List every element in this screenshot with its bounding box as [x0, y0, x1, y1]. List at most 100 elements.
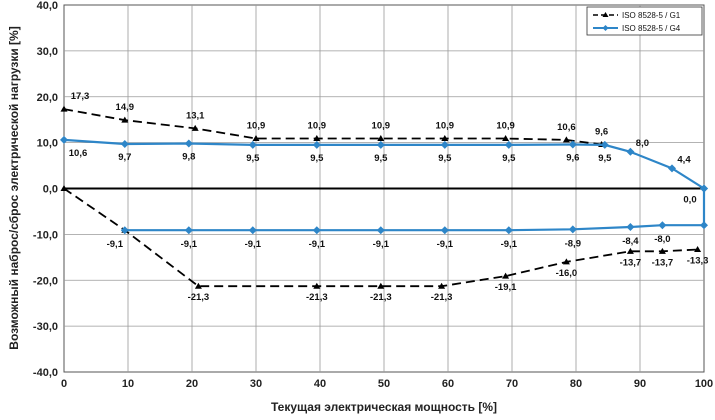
g4-point [184, 226, 193, 235]
g4-data-label: -9,1 [107, 239, 124, 250]
g1-data-label: 10,9 [372, 120, 391, 131]
grid [64, 5, 704, 372]
x-tick-label: 30 [250, 378, 262, 390]
x-tick-label: 90 [634, 378, 646, 390]
g1-data-label: -21,3 [188, 292, 210, 303]
g4-point [700, 184, 708, 193]
g1-point [194, 282, 202, 289]
g4-data-label: -9,1 [245, 239, 262, 250]
g1-point [191, 124, 199, 131]
g1-point [562, 136, 570, 143]
g1-point [694, 246, 702, 253]
g4-point [440, 140, 449, 149]
g1-point [626, 247, 634, 254]
y-tick-label: -40,0 [33, 367, 58, 379]
tick-labels: 0 10 20 30 40 50 60 70 80 90 100 40,0 30,0 20,0 10,0 0,… [33, 0, 713, 390]
y-tick-label: 30,0 [37, 46, 58, 58]
g1-point [502, 134, 510, 141]
g4-data-label: 10,6 [69, 148, 88, 159]
g4-data-label: -9,1 [373, 239, 390, 250]
data-labels: 17,3 14,9 13,1 10,9 10,9 10,9 10,9 10,9 10,6 9,6 -… [69, 91, 709, 303]
g1-data-label: 13,1 [186, 110, 205, 121]
g1-point [441, 134, 449, 141]
g1-data-label: -21,3 [431, 292, 453, 303]
series-layer [60, 105, 708, 289]
g1-point [562, 258, 570, 265]
x-tick-label: 80 [570, 378, 582, 390]
g4-point [312, 140, 321, 149]
g1-data-label: -19,1 [495, 282, 517, 293]
g4-point [626, 223, 635, 232]
g1-point [438, 282, 446, 289]
legend-marker-g4 [602, 25, 609, 31]
g4-point [440, 226, 449, 235]
y-tick-label: -20,0 [33, 275, 58, 287]
g1-point [313, 282, 321, 289]
g1-data-label: 9,6 [595, 126, 608, 137]
g1-point [313, 134, 321, 141]
g4-point [568, 225, 577, 234]
g4-point [626, 147, 635, 156]
g4-data-label: -9,1 [437, 239, 454, 250]
g1-point [658, 247, 666, 254]
g4-point [120, 140, 129, 149]
g4-data-label: 9,7 [118, 152, 131, 163]
g4-point [120, 226, 129, 235]
g1-data-label: 10,9 [496, 120, 515, 131]
x-tick-label: 50 [378, 378, 390, 390]
g1-data-label: 10,9 [247, 120, 266, 131]
legend-label-g1: ISO 8528-5 / G1 [622, 11, 681, 20]
g1-data-label: -13,7 [620, 257, 642, 268]
g4-point [504, 140, 513, 149]
g1-data-label: 10,9 [308, 120, 327, 131]
g4-point [248, 226, 257, 235]
g1-data-label: -21,3 [306, 292, 328, 303]
g1-upper-line [63, 108, 602, 146]
g1-point [502, 272, 510, 279]
g4-point [600, 140, 609, 149]
g1-data-label: -13,7 [652, 257, 674, 268]
g4-point [248, 140, 257, 149]
g1-data-label: 10,9 [436, 120, 455, 131]
legend-box [586, 6, 703, 36]
g4-data-label: 9,5 [502, 153, 516, 164]
y-tick-label: 0,0 [43, 184, 58, 196]
g4-data-label: 9,5 [374, 153, 388, 164]
g1-data-label: -21,3 [370, 292, 392, 303]
g4-point [658, 221, 667, 230]
g1-data-label: 10,6 [557, 122, 576, 133]
g4-point [60, 135, 68, 144]
y-tick-label: 10,0 [37, 138, 58, 150]
x-tick-label: 70 [506, 378, 518, 390]
y-tick-label: 40,0 [37, 0, 58, 12]
y-tick-label: -30,0 [33, 321, 58, 333]
g4-data-label: 9,5 [598, 153, 612, 164]
g4-data-label: 9,8 [182, 152, 195, 163]
g4-data-label: 8,0 [636, 138, 649, 149]
g4-data-label: 9,5 [246, 153, 260, 164]
g4-data-label: 9,5 [438, 153, 452, 164]
g4-lower-line [124, 188, 706, 232]
g4-data-label: -9,1 [309, 239, 326, 250]
g4-point [376, 226, 385, 235]
g4-point [700, 221, 708, 230]
g1-point [60, 185, 68, 191]
g4-data-label: 0,0 [683, 195, 696, 206]
g4-data-label: -8,9 [565, 238, 581, 249]
g4-data-label: -9,1 [501, 239, 518, 250]
g1-data-label: 17,3 [71, 91, 90, 102]
g4-point [668, 164, 676, 173]
y-tick-label: 20,0 [37, 92, 58, 104]
g4-point [376, 140, 385, 149]
g4-point [504, 226, 513, 235]
y-axis-title: Возможный наброс/сброс электрической наг… [7, 26, 21, 349]
g4-data-label: -8,0 [654, 234, 670, 245]
y-tick-label: -10,0 [33, 229, 58, 241]
g1-data-label: 14,9 [116, 102, 135, 113]
legend-label-g4: ISO 8528-5 / G4 [622, 24, 681, 33]
g4-point [184, 139, 193, 148]
x-tick-label: 40 [314, 378, 326, 390]
g4-data-label: 9,6 [566, 152, 579, 163]
g4-data-label: 4,4 [677, 154, 691, 165]
